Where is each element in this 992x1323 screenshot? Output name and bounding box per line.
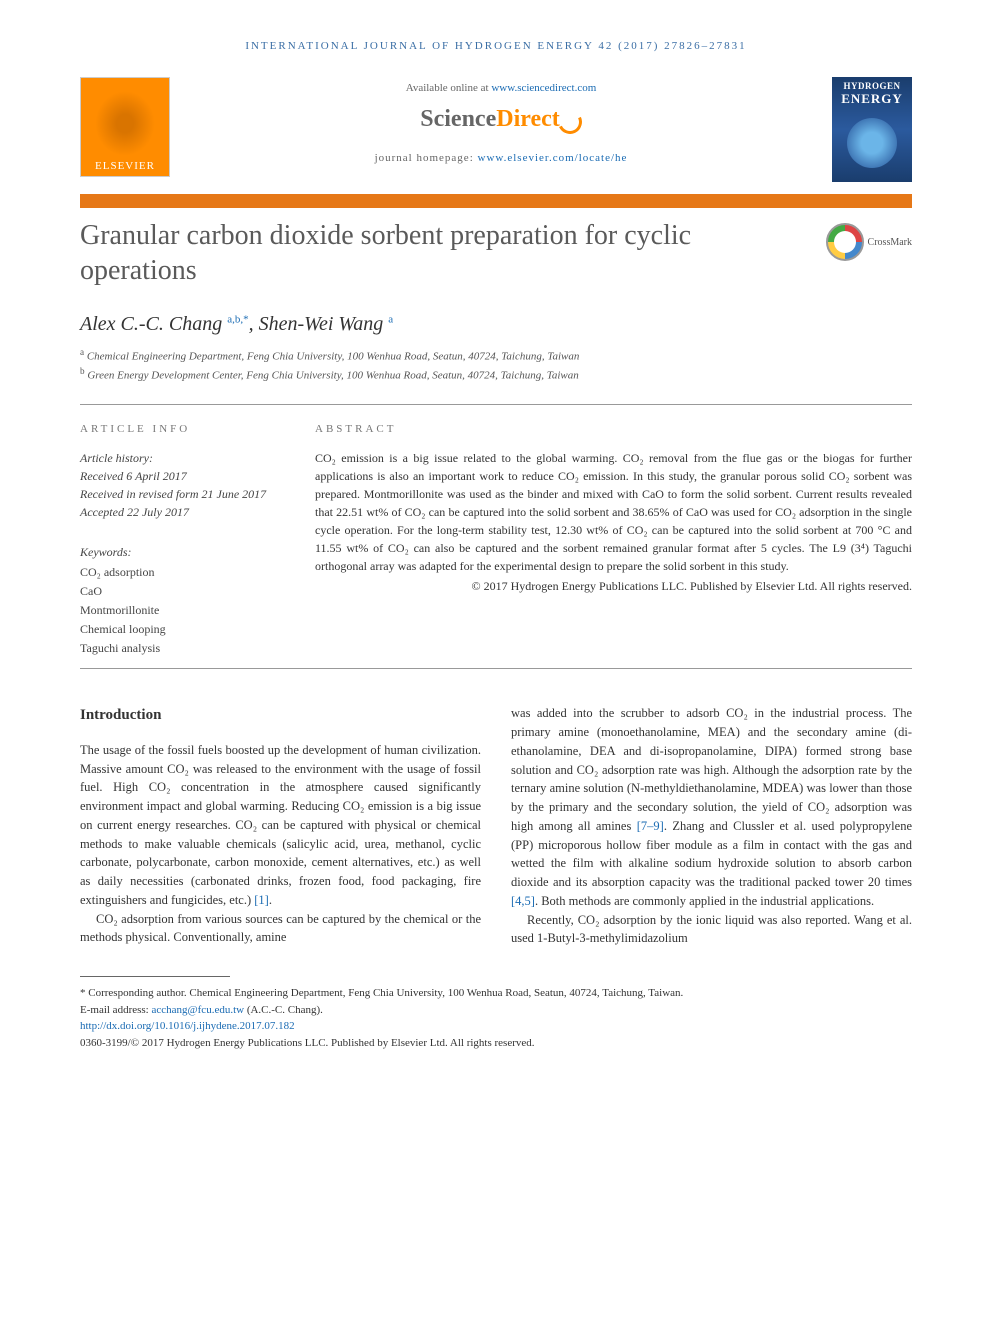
author-2: Shen-Wei Wang a (259, 313, 394, 335)
aff-b-text: Green Energy Development Center, Feng Ch… (87, 370, 578, 382)
elsevier-text: ELSEVIER (95, 160, 155, 172)
accent-bar (80, 194, 912, 208)
availability-block: Available online at www.sciencedirect.co… (185, 77, 817, 164)
sd-science: Science (420, 106, 496, 132)
divider-top (80, 404, 912, 405)
publisher-banner: ELSEVIER Available online at www.science… (80, 77, 912, 182)
crossmark-badge[interactable]: CrossMark (826, 223, 912, 261)
aff-b-sup: b (80, 366, 85, 376)
article-info-header: ARTICLE INFO (80, 423, 280, 435)
elsevier-tree-icon (95, 91, 155, 156)
available-online: Available online at www.sciencedirect.co… (185, 82, 817, 94)
keyword-4: Taguchi analysis (80, 639, 280, 658)
cover-line2: ENERGY (836, 91, 908, 107)
journal-cover: HYDROGEN ENERGY (832, 77, 912, 182)
footnotes: * Corresponding author. Chemical Enginee… (80, 985, 912, 1051)
intro-para-2: CO₂ adsorption from various sources can … (80, 910, 481, 948)
article-history: Article history: Received 6 April 2017 R… (80, 449, 280, 521)
history-accepted: Accepted 22 July 2017 (80, 503, 280, 521)
sciencedirect-link[interactable]: www.sciencedirect.com (491, 82, 596, 94)
article-title: Granular carbon dioxide sorbent preparat… (80, 218, 806, 288)
author-1: Alex C.-C. Chang a,b,* (80, 313, 249, 335)
running-header: INTERNATIONAL JOURNAL OF HYDROGEN ENERGY… (80, 40, 912, 52)
email-suffix: (A.C.-C. Chang). (244, 1004, 323, 1016)
abstract-header: ABSTRACT (315, 423, 912, 435)
abstract-text: CO₂ emission is a big issue related to t… (315, 449, 912, 575)
sd-direct: Direct (496, 106, 560, 132)
body-columns: Introduction The usage of the fossil fue… (80, 704, 912, 948)
author-1-name: Alex C.-C. Chang (80, 313, 222, 335)
footnote-separator (80, 976, 230, 977)
body-column-left: Introduction The usage of the fossil fue… (80, 704, 481, 948)
keyword-3: Chemical looping (80, 620, 280, 639)
affiliation-a: a Chemical Engineering Department, Feng … (80, 346, 912, 365)
aff-a-sup: a (80, 347, 84, 357)
aff-a-text: Chemical Engineering Department, Feng Ch… (87, 351, 580, 363)
history-label: Article history: (80, 449, 280, 467)
author-1-aff: a,b,* (227, 313, 248, 325)
author-list: Alex C.-C. Chang a,b,*, Shen-Wei Wang a (80, 313, 912, 336)
divider-bottom (80, 668, 912, 669)
crossmark-label: CrossMark (868, 237, 912, 248)
available-prefix: Available online at (406, 82, 492, 94)
section-introduction: Introduction (80, 704, 481, 727)
keyword-1: CaO (80, 582, 280, 601)
author-2-name: Shen-Wei Wang (259, 313, 384, 335)
ref-1[interactable]: [1] (254, 893, 269, 907)
affiliations: a Chemical Engineering Department, Feng … (80, 346, 912, 384)
doi-link[interactable]: http://dx.doi.org/10.1016/j.ijhydene.201… (80, 1020, 295, 1032)
article-info-column: ARTICLE INFO Article history: Received 6… (80, 423, 280, 658)
email-link[interactable]: acchang@fcu.edu.tw (151, 1004, 244, 1016)
crossmark-icon (826, 223, 864, 261)
body-column-right: was added into the scrubber to adsorb CO… (511, 704, 912, 948)
ref-7-9[interactable]: [7–9] (637, 819, 664, 833)
intro-p1-b: . (269, 893, 272, 907)
col2-p1-a: was added into the scrubber to adsorb CO… (511, 706, 912, 833)
keywords-label: Keywords: (80, 543, 280, 562)
email-line: E-mail address: acchang@fcu.edu.tw (A.C.… (80, 1002, 912, 1019)
author-sep: , (249, 313, 259, 335)
col2-para-1: was added into the scrubber to adsorb CO… (511, 704, 912, 910)
cover-line1: HYDROGEN (836, 81, 908, 91)
intro-para-1: The usage of the fossil fuels boosted up… (80, 741, 481, 910)
copyright: © 2017 Hydrogen Energy Publications LLC.… (315, 579, 912, 594)
keyword-0: CO₂ adsorption (80, 563, 280, 582)
col2-para-2: Recently, CO₂ adsorption by the ionic li… (511, 911, 912, 949)
author-2-aff: a (388, 313, 393, 325)
homepage-prefix: journal homepage: (375, 152, 478, 164)
corresponding-author: * Corresponding author. Chemical Enginee… (80, 985, 912, 1002)
affiliation-b: b Green Energy Development Center, Feng … (80, 365, 912, 384)
col2-p1-c: . Both methods are commonly applied in t… (535, 894, 874, 908)
history-received: Received 6 April 2017 (80, 467, 280, 485)
journal-homepage: journal homepage: www.elsevier.com/locat… (185, 152, 817, 164)
issn-line: 0360-3199/© 2017 Hydrogen Energy Publica… (80, 1035, 912, 1052)
email-label: E-mail address: (80, 1004, 151, 1016)
keywords-block: Keywords: CO₂ adsorption CaO Montmorillo… (80, 543, 280, 658)
ref-4-5[interactable]: [4,5] (511, 894, 535, 908)
history-revised: Received in revised form 21 June 2017 (80, 485, 280, 503)
elsevier-logo: ELSEVIER (80, 77, 170, 177)
keyword-2: Montmorillonite (80, 601, 280, 620)
abstract-column: ABSTRACT CO₂ emission is a big issue rel… (315, 423, 912, 658)
cover-globe-icon (847, 118, 897, 168)
homepage-link[interactable]: www.elsevier.com/locate/he (478, 152, 628, 164)
intro-p1-a: The usage of the fossil fuels boosted up… (80, 743, 481, 907)
sciencedirect-logo: ScienceDirect (185, 106, 817, 134)
